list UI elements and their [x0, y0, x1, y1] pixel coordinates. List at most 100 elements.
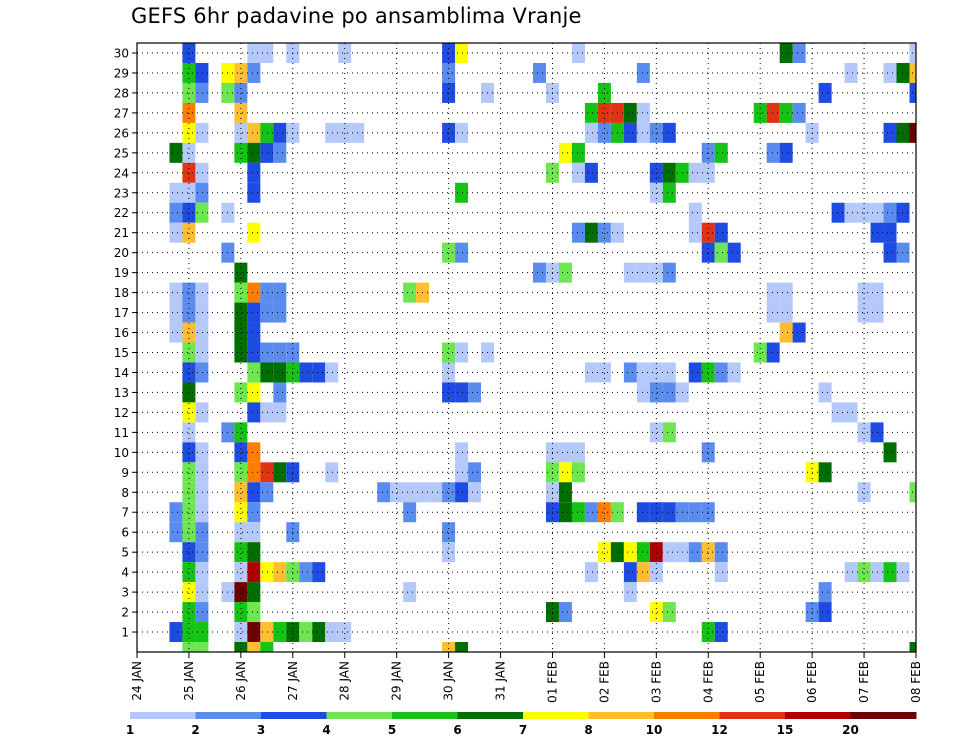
x-tick-label: 07 FEB: [857, 661, 871, 703]
heatmap-cell: [883, 442, 897, 463]
y-tick-label: 19: [114, 266, 129, 280]
plot-frame: [136, 42, 917, 653]
heatmap-cell: [403, 502, 417, 523]
heatmap-cell: [182, 342, 196, 363]
heatmap-cell: [649, 362, 663, 383]
heatmap-cell: [896, 122, 910, 143]
y-axis: 1234567891011121314151617181920212223242…: [114, 47, 137, 640]
heatmap-cell: [883, 62, 897, 83]
heatmap-cell: [247, 182, 261, 203]
heatmap-cell: [701, 162, 715, 183]
heatmap-cell: [623, 362, 637, 383]
heatmap-cell: [234, 422, 248, 443]
y-tick-label: 9: [121, 466, 129, 480]
heatmap-cell: [597, 102, 611, 123]
heatmap-cell: [584, 162, 598, 183]
heatmap-cell: [883, 222, 897, 243]
heatmap-cell: [182, 462, 196, 483]
heatmap-cell: [234, 302, 248, 323]
heatmap-cell: [584, 222, 598, 243]
heatmap-cell: [195, 542, 209, 563]
y-tick-label: 5: [121, 546, 129, 560]
y-tick-label: 16: [114, 326, 129, 340]
heatmap-cell: [896, 62, 910, 83]
heatmap-cell: [195, 362, 209, 383]
heatmap-cell: [909, 642, 916, 652]
heatmap-cell: [260, 43, 274, 63]
heatmap-cell: [247, 582, 261, 603]
heatmap-cell: [623, 122, 637, 143]
x-tick-label: 06 FEB: [805, 661, 819, 703]
heatmap-cell: [455, 43, 469, 63]
heatmap-cell: [182, 122, 196, 143]
heatmap-cell: [455, 122, 469, 143]
heatmap-cell: [182, 162, 196, 183]
heatmap-cell: [169, 522, 183, 543]
heatmap-cell: [597, 122, 611, 143]
heatmap-cell: [169, 322, 183, 343]
heatmap-cell: [273, 342, 287, 363]
heatmap-cell: [558, 142, 572, 163]
heatmap-cell: [195, 402, 209, 423]
heatmap-cell: [636, 102, 650, 123]
y-tick-label: 30: [114, 47, 129, 61]
heatmap-cell: [182, 622, 196, 643]
heatmap-cell: [558, 462, 572, 483]
heatmap-cell: [169, 202, 183, 223]
colorbar: 1 2 3 4 5 6 7 8 10 12 15 20: [126, 712, 917, 737]
heatmap-cell: [688, 542, 702, 563]
heatmap-cell: [662, 542, 676, 563]
heatmap-cell: [636, 362, 650, 383]
heatmap-cell: [636, 502, 650, 523]
heatmap-cell: [273, 562, 287, 583]
y-tick-label: 26: [114, 126, 129, 140]
heatmap-cell: [182, 82, 196, 103]
heatmap-cell: [766, 342, 780, 363]
heatmap-cell: [844, 62, 858, 83]
heatmap-cell: [182, 362, 196, 383]
heatmap-cell: [247, 302, 261, 323]
heatmap-cell: [688, 502, 702, 523]
heatmap-cell: [455, 242, 469, 263]
heatmap-cell: [234, 282, 248, 303]
heatmap-cell: [390, 482, 404, 503]
heatmap-cell: [182, 482, 196, 503]
heatmap-cell: [234, 582, 248, 603]
heatmap-cell: [636, 122, 650, 143]
x-tick-label: 24 JAN: [130, 661, 144, 701]
heatmap-cell: [818, 82, 832, 103]
heatmap-cell: [571, 142, 585, 163]
colorbar-label: 12: [711, 723, 728, 737]
heatmap-cell: [597, 222, 611, 243]
heatmap-cell: [299, 562, 313, 583]
heatmap-cell: [195, 182, 209, 203]
heatmap-cell: [273, 382, 287, 403]
y-tick-label: 7: [121, 506, 129, 520]
heatmap-cell: [753, 102, 767, 123]
heatmap-cell: [247, 162, 261, 183]
heatmap-cell: [234, 342, 248, 363]
heatmap-cell: [195, 482, 209, 503]
heatmap-cell: [442, 522, 456, 543]
y-tick-label: 17: [114, 306, 129, 320]
heatmap-cell: [247, 282, 261, 303]
heatmap-cell: [818, 462, 832, 483]
heatmap-cell: [571, 162, 585, 183]
heatmap-cell: [662, 602, 676, 623]
heatmap-cell: [260, 642, 274, 652]
heatmap-cell: [584, 122, 598, 143]
heatmap-cell: [273, 282, 287, 303]
heatmap-cell: [273, 362, 287, 383]
heatmap-cell: [701, 542, 715, 563]
heatmap-cell: [636, 262, 650, 283]
heatmap-cell: [883, 202, 897, 223]
heatmap-cell: [195, 462, 209, 483]
heatmap-cell: [701, 142, 715, 163]
heatmap-cell: [779, 142, 793, 163]
heatmap-cell: [182, 562, 196, 583]
heatmap-cell: [247, 402, 261, 423]
heatmap-cell: [649, 122, 663, 143]
heatmap-cell: [662, 162, 676, 183]
heatmap-cell: [662, 382, 676, 403]
heatmap-cell: [247, 322, 261, 343]
